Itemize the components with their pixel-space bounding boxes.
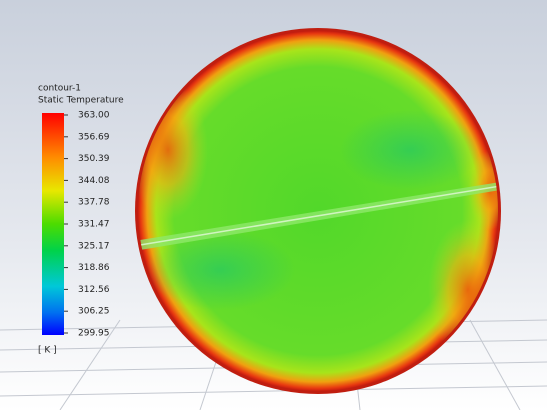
legend-label: 331.47 — [78, 220, 110, 230]
contour-view: contour-1 Static Temperature [ K ] 363.0… — [0, 0, 547, 410]
legend-label: 337.78 — [78, 198, 110, 208]
legend-label: 350.39 — [78, 154, 110, 164]
legend-quantity: Static Temperature — [38, 96, 124, 106]
legend-label: 356.69 — [78, 132, 110, 142]
legend-label: 299.95 — [78, 329, 110, 339]
color-bar — [42, 113, 64, 335]
legend-label: 363.00 — [78, 111, 110, 121]
legend-label: 325.17 — [78, 241, 110, 251]
legend-title: contour-1 — [38, 84, 81, 94]
legend-label: 344.08 — [78, 176, 110, 186]
legend-label: 312.56 — [78, 285, 110, 295]
legend-unit: [ K ] — [38, 346, 57, 356]
legend-label: 306.25 — [78, 307, 110, 317]
legend-label: 318.86 — [78, 263, 110, 273]
